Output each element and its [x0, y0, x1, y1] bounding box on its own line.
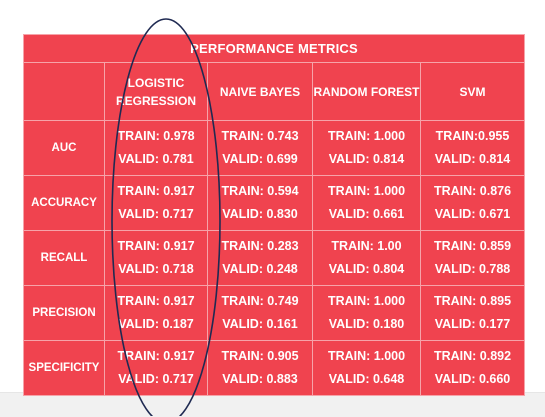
row-header: RECALL [23, 230, 105, 286]
column-header-logistic-regression: LOGISTIC REGRESSION [104, 62, 208, 121]
train-value: TRAIN: 1.00 [331, 239, 402, 253]
valid-value: VALID: 0.661 [328, 207, 405, 221]
performance-metrics-table: PERFORMANCE METRICS LOGISTIC REGRESSION … [23, 34, 525, 396]
metric-cell: TRAIN: 0.917 VALID: 0.718 [104, 230, 208, 286]
valid-value: VALID: 0.177 [434, 317, 511, 331]
valid-value: VALID: 0.671 [434, 207, 511, 221]
valid-value: VALID: 0.804 [328, 262, 405, 276]
metric-cell: TRAIN:0.955 VALID: 0.814 [420, 120, 525, 176]
train-value: TRAIN: 0.895 [433, 294, 512, 308]
metric-cell: TRAIN: 0.895 VALID: 0.177 [420, 285, 525, 341]
metric-cell: TRAIN: 0.917 VALID: 0.187 [104, 285, 208, 341]
valid-value: VALID: 0.883 [222, 372, 298, 386]
train-value: TRAIN: 0.917 [117, 294, 195, 308]
table-body: AUC TRAIN: 0.978 VALID: 0.781 TRAIN: 0.743 V… [23, 120, 525, 396]
metric-cell: TRAIN: 0.905 VALID: 0.883 [207, 340, 313, 396]
metric-cell: TRAIN: 0.749 VALID: 0.161 [207, 285, 313, 341]
valid-value: VALID: 0.717 [118, 372, 194, 386]
column-header-svm: SVM [420, 62, 525, 121]
valid-value: VALID: 0.781 [118, 152, 194, 166]
column-header-random-forest: RANDOM FOREST [312, 62, 421, 121]
column-header-label: SVM [459, 84, 486, 99]
valid-value: VALID: 0.180 [328, 317, 405, 331]
valid-value: VALID: 0.717 [118, 207, 194, 221]
metric-cell: TRAIN: 0.876 VALID: 0.671 [420, 175, 525, 231]
valid-value: VALID: 0.161 [222, 317, 298, 331]
train-value: TRAIN: 1.000 [327, 294, 406, 308]
metric-cell: TRAIN: 1.000 VALID: 0.648 [312, 340, 421, 396]
metric-cell: TRAIN: 0.917 VALID: 0.717 [104, 340, 208, 396]
train-value: TRAIN: 0.594 [221, 184, 299, 198]
train-value: TRAIN: 1.000 [327, 184, 406, 198]
metric-cell: TRAIN: 0.283 VALID: 0.248 [207, 230, 313, 286]
table-row: ACCURACY TRAIN: 0.917 VALID: 0.717 TRAIN: 0… [23, 175, 525, 231]
column-header-label: LOGISTIC REGRESSION [115, 75, 196, 108]
valid-value: VALID: 0.814 [328, 152, 405, 166]
train-value: TRAIN: 1.000 [327, 129, 406, 143]
column-header-naive-bayes: NAIVE BAYES [207, 62, 313, 121]
metric-cell: TRAIN: 1.00 VALID: 0.804 [312, 230, 421, 286]
metric-cell: TRAIN: 0.859 VALID: 0.788 [420, 230, 525, 286]
valid-value: VALID: 0.788 [434, 262, 511, 276]
row-header: ACCURACY [23, 175, 105, 231]
row-header: AUC [23, 120, 105, 176]
train-value: TRAIN: 0.917 [117, 349, 195, 363]
train-value: TRAIN: 0.905 [221, 349, 299, 363]
train-value: TRAIN: 0.743 [221, 129, 299, 143]
train-value: TRAIN: 0.978 [117, 129, 195, 143]
train-value: TRAIN: 0.749 [221, 294, 299, 308]
row-header: SPECIFICITY [23, 340, 105, 396]
metric-cell: TRAIN: 0.892 VALID: 0.660 [420, 340, 525, 396]
metric-cell: TRAIN: 1.000 VALID: 0.814 [312, 120, 421, 176]
valid-value: VALID: 0.660 [434, 372, 511, 386]
valid-value: VALID: 0.830 [222, 207, 298, 221]
train-value: TRAIN: 0.917 [117, 184, 195, 198]
train-value: TRAIN:0.955 [435, 129, 510, 143]
valid-value: VALID: 0.648 [328, 372, 405, 386]
table-row: AUC TRAIN: 0.978 VALID: 0.781 TRAIN: 0.743 V… [23, 120, 525, 176]
table-row: PRECISION TRAIN: 0.917 VALID: 0.187 TRAIN: … [23, 285, 525, 341]
train-value: TRAIN: 0.283 [221, 239, 299, 253]
column-header-label: RANDOM FOREST [313, 84, 420, 99]
column-header-label: NAIVE BAYES [219, 84, 301, 99]
metric-cell: TRAIN: 0.917 VALID: 0.717 [104, 175, 208, 231]
metric-cell: TRAIN: 1.000 VALID: 0.661 [312, 175, 421, 231]
valid-value: VALID: 0.718 [118, 262, 194, 276]
metric-cell: TRAIN: 0.743 VALID: 0.699 [207, 120, 313, 176]
table-row: RECALL TRAIN: 0.917 VALID: 0.718 TRAIN: 0.2… [23, 230, 525, 286]
valid-value: VALID: 0.248 [222, 262, 298, 276]
metric-cell: TRAIN: 0.594 VALID: 0.830 [207, 175, 313, 231]
metric-cell: TRAIN: 1.000 VALID: 0.180 [312, 285, 421, 341]
table-row: SPECIFICITY TRAIN: 0.917 VALID: 0.717 TRAIN… [23, 340, 525, 396]
valid-value: VALID: 0.699 [222, 152, 298, 166]
train-value: TRAIN: 1.000 [327, 349, 406, 363]
corner-cell [23, 62, 105, 121]
train-value: TRAIN: 0.892 [433, 349, 512, 363]
row-header: PRECISION [23, 285, 105, 341]
valid-value: VALID: 0.187 [118, 317, 194, 331]
train-value: TRAIN: 0.876 [433, 184, 512, 198]
table-title: PERFORMANCE METRICS [23, 34, 525, 63]
train-value: TRAIN: 0.917 [117, 239, 195, 253]
train-value: TRAIN: 0.859 [433, 239, 512, 253]
valid-value: VALID: 0.814 [434, 152, 511, 166]
metric-cell: TRAIN: 0.978 VALID: 0.781 [104, 120, 208, 176]
